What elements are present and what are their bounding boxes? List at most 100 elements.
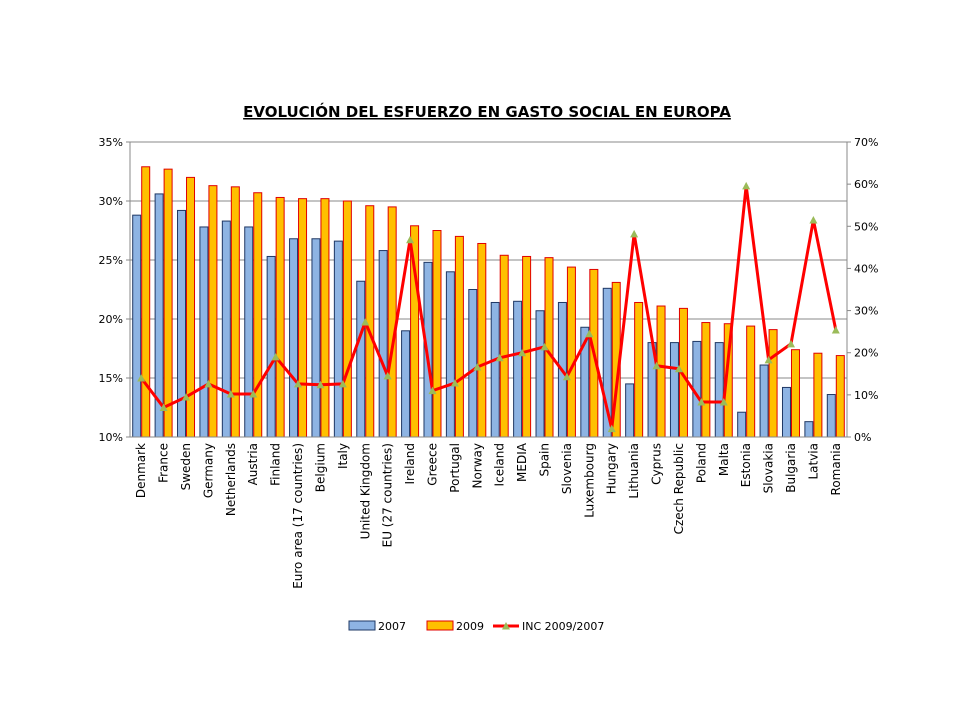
x-tick-label: Greece xyxy=(425,443,439,486)
inc-marker xyxy=(137,374,146,382)
bar-2009 xyxy=(835,355,845,438)
bar-2009 xyxy=(163,168,173,438)
inc-marker xyxy=(607,424,616,433)
right-tick-label: 0% xyxy=(854,431,871,444)
legend-marker-inc xyxy=(502,622,510,630)
bar-2007 xyxy=(804,421,814,438)
bar-2009 xyxy=(701,322,711,438)
x-tick-label: Czech Republic xyxy=(672,443,686,534)
x-tick-label: Luxembourg xyxy=(582,443,596,518)
bar-2007 xyxy=(266,255,276,438)
right-tick-label: 40% xyxy=(854,262,878,275)
x-tick-label: Iceland xyxy=(493,443,507,486)
inc-marker xyxy=(786,339,795,348)
bar-2009 xyxy=(230,186,240,438)
x-tick-label: Bulgaria xyxy=(784,443,798,493)
bar-2007 xyxy=(714,342,724,438)
bar-2009 xyxy=(813,352,823,438)
x-tick-label: Lithuania xyxy=(627,443,641,499)
bar-2009 xyxy=(746,325,756,438)
x-tick-label: Portugal xyxy=(448,443,462,493)
bar-2007 xyxy=(244,226,254,438)
left-tick-label: 35% xyxy=(99,136,123,149)
x-tick-label: Denmark xyxy=(134,443,148,498)
x-tick-label: Estonia xyxy=(739,443,753,487)
x-tick-label: Germany xyxy=(201,443,215,498)
chart-title: EVOLUCIÓN DEL ESFUERZO EN GASTO SOCIAL E… xyxy=(243,102,731,121)
inc-marker xyxy=(294,379,303,388)
left-tick-label: 20% xyxy=(99,313,123,326)
legend-swatch-2009 xyxy=(426,620,454,631)
x-tick-label: Sweden xyxy=(179,443,193,490)
inc-marker xyxy=(204,379,213,388)
legend-swatch-2007 xyxy=(348,620,376,631)
bar-2009 xyxy=(320,198,330,438)
inc-marker xyxy=(361,317,370,326)
bar-2007 xyxy=(490,301,500,438)
inc-marker xyxy=(473,363,482,371)
bar-2009 xyxy=(141,166,151,438)
legend-label-2007: 2007 xyxy=(378,620,406,633)
inc-line xyxy=(140,185,838,429)
inc-marker xyxy=(630,229,639,238)
left-tick-label: 30% xyxy=(99,195,123,208)
x-tick-label: Finland xyxy=(269,443,283,486)
bar-2009 xyxy=(477,242,487,438)
right-tick-label: 20% xyxy=(854,347,878,360)
x-tick-label: United Kingdom xyxy=(358,443,372,539)
left-tick-label: 10% xyxy=(99,431,123,444)
bar-2007 xyxy=(535,310,545,438)
inc-marker xyxy=(383,371,392,380)
x-tick-label: Slovakia xyxy=(762,443,776,493)
right-tick-label: 70% xyxy=(854,136,878,149)
inc-marker xyxy=(719,398,728,406)
inc-marker xyxy=(182,392,191,401)
bar-2007 xyxy=(445,271,455,438)
bar-2007 xyxy=(356,280,366,438)
left-tick-label: 25% xyxy=(99,254,123,267)
bar-2007 xyxy=(737,411,747,438)
bar-2007 xyxy=(333,240,343,438)
bar-2007 xyxy=(781,386,791,438)
x-tick-label: Romania xyxy=(829,443,843,495)
x-tick-label: Latvia xyxy=(806,443,820,480)
x-tick-label: Ireland xyxy=(403,443,417,485)
bar-2009 xyxy=(387,206,397,438)
bar-2009 xyxy=(253,192,263,438)
inc-marker xyxy=(495,353,504,362)
inc-marker xyxy=(764,355,773,364)
inc-marker xyxy=(428,386,437,395)
right-tick-label: 10% xyxy=(854,389,878,402)
inc-marker xyxy=(338,379,347,388)
bar-2007 xyxy=(759,364,769,438)
bar-2007 xyxy=(378,250,388,438)
x-tick-label: Netherlands xyxy=(224,443,238,516)
inc-marker xyxy=(697,398,706,406)
inc-marker xyxy=(540,342,549,351)
bar-2009 xyxy=(790,349,800,438)
inc-marker xyxy=(159,403,168,411)
inc-marker xyxy=(450,379,459,387)
x-tick-label: Spain xyxy=(538,443,552,477)
bar-2007 xyxy=(289,238,299,438)
x-tick-label: France xyxy=(157,443,171,483)
x-tick-label: Cyprus xyxy=(650,443,664,485)
legend-label-2009: 2009 xyxy=(456,620,484,633)
bar-2007 xyxy=(177,209,187,438)
x-tick-label: Belgium xyxy=(313,443,327,492)
right-tick-label: 50% xyxy=(854,220,878,233)
bar-2007 xyxy=(221,220,231,438)
bar-2007 xyxy=(625,383,635,438)
bar-2007 xyxy=(468,289,478,438)
inc-marker xyxy=(831,325,840,334)
right-tick-label: 30% xyxy=(854,305,878,318)
inc-marker xyxy=(652,361,661,370)
x-tick-label: Hungary xyxy=(605,443,619,494)
inc-marker xyxy=(585,329,594,338)
x-tick-label: Italy xyxy=(336,443,350,469)
bar-2009 xyxy=(499,254,509,438)
bar-2009 xyxy=(656,305,666,438)
bar-2007 xyxy=(311,238,321,438)
